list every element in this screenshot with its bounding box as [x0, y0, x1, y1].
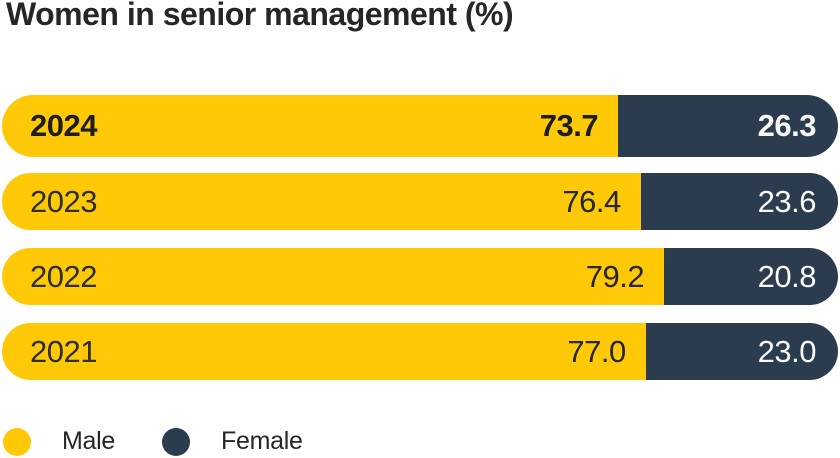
bar-row-2024: 2024 73.7 26.3: [2, 95, 838, 157]
bar-row-2023: 2023 76.4 23.6: [2, 173, 838, 230]
male-value-label: 77.0: [567, 333, 626, 369]
male-value-label: 76.4: [562, 183, 621, 219]
legend-label-male: Male: [62, 427, 115, 455]
year-label: 2023: [30, 183, 97, 219]
bar-segment-male-2023: 2023 76.4: [2, 173, 641, 230]
bar-segment-female-2021: 23.0: [645, 323, 838, 380]
female-value-label: 23.0: [757, 333, 817, 369]
male-value-label: 79.2: [585, 258, 645, 294]
bar-row-2022: 2022 79.2 20.8: [2, 248, 838, 305]
year-label: 2021: [30, 333, 97, 369]
bar-segment-male-2024: 2024 73.7: [2, 95, 619, 157]
bar-segment-male-2022: 2022 79.2: [2, 248, 665, 305]
bar-segment-female-2023: 23.6: [640, 173, 838, 230]
bar-segment-male-2021: 2021 77.0: [2, 323, 646, 380]
female-value-label: 20.8: [757, 258, 817, 294]
year-label: 2024: [30, 108, 97, 143]
male-value-label: 73.7: [539, 108, 599, 143]
year-label: 2022: [30, 258, 97, 294]
female-value-label: 23.6: [757, 183, 817, 219]
legend-label-female: Female: [221, 427, 303, 455]
chart-title: Women in senior management (%): [6, 0, 514, 32]
bar-row-2021: 2021 77.0 23.0: [2, 323, 838, 380]
bar-segment-female-2024: 26.3: [618, 95, 838, 157]
legend-swatch-female-icon: [162, 427, 190, 456]
legend-swatch-male-icon: [3, 427, 31, 456]
legend: Male Female: [3, 427, 303, 456]
bar-segment-female-2022: 20.8: [664, 248, 838, 305]
female-value-label: 26.3: [757, 108, 817, 143]
